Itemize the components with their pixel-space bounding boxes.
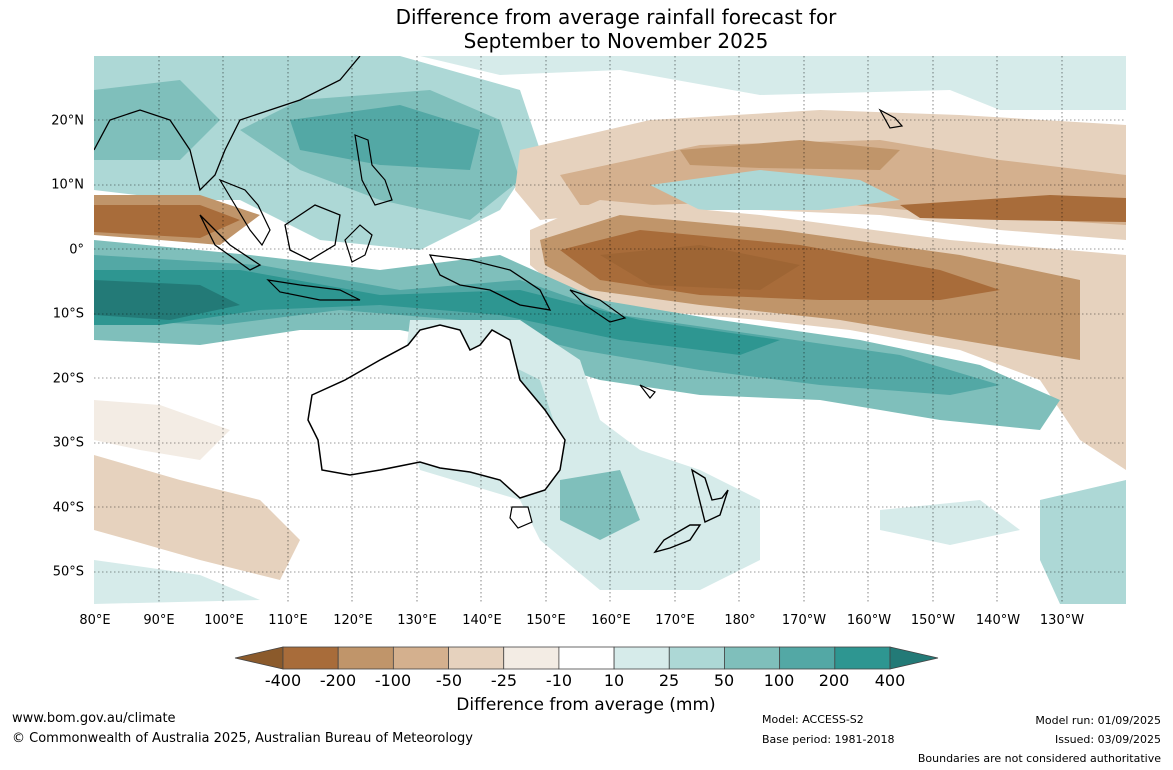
legend-swatch [503,646,560,670]
legend-tick-label: 200 [818,671,850,690]
lon-label: 110°E [268,613,308,628]
lon-label: 170°W [781,613,827,628]
legend-tick-label: -10 [545,671,573,690]
australia-outline [307,324,566,499]
lat-label: 0° [69,242,84,258]
legend-tick-label: 25 [658,671,680,690]
legend-swatch [779,646,836,670]
tasmania-outline [509,506,533,529]
legend-swatch [337,646,394,670]
legend-tick-label: 50 [713,671,735,690]
disclaimer-text: Boundaries are not considered authoritat… [917,752,1161,765]
lon-label: 130°W [1039,613,1085,628]
legend-tick-label: -25 [490,671,518,690]
lon-label: 180° [724,613,756,628]
graticule [94,56,1126,604]
legend-swatch [724,646,781,670]
legend-swatch [558,646,615,670]
legend-tick-label: 10 [603,671,625,690]
legend-swatch [448,646,505,670]
website-link[interactable]: www.bom.gov.au/climate [12,711,176,726]
lon-label: 150°W [910,613,956,628]
lon-label: 90°E [143,613,175,628]
issued-text: Issued: 03/09/2025 [1054,733,1161,746]
map-title-line1: Difference from average rainfall forecas… [395,5,837,29]
lon-label: 130°E [397,613,437,628]
legend-swatch [613,646,670,670]
new-zealand-outline [653,468,729,554]
legend-tick-label: -400 [264,671,302,690]
legend-tick-label: -200 [319,671,357,690]
copyright-text: © Commonwealth of Australia 2025, Austra… [12,731,473,746]
lon-label: 120°E [333,613,373,628]
model-run-text: Model run: 01/09/2025 [1035,714,1161,727]
lon-label: 170°E [655,613,695,628]
lat-label: 50°S [52,564,84,580]
model-text: Model: ACCESS-S2 [762,713,864,726]
lat-label: 10°N [51,177,84,193]
lon-label: 150°E [526,613,566,628]
legend-title: Difference from average (mm) [456,695,716,715]
legend-tick-label: 100 [763,671,795,690]
lat-label: 40°S [52,500,84,516]
legend-swatch [392,646,449,670]
lon-label: 80°E [79,613,111,628]
lon-label: 140°E [462,613,502,628]
legend-swatch [282,646,339,670]
lat-label: 20°N [51,113,84,129]
lat-label: 30°S [52,435,84,451]
lon-label: 140°W [975,613,1021,628]
legend-swatch [834,646,891,670]
legend-tick-label: 400 [874,671,906,690]
lat-label: 20°S [52,371,84,387]
legend-swatch [668,646,725,670]
lat-label: 10°S [52,306,84,322]
lon-label: 160°W [846,613,892,628]
lon-label: 100°E [204,613,244,628]
map-field [94,56,1126,604]
colorbar [234,646,939,670]
base-period-text: Base period: 1981-2018 [762,733,895,746]
map-title-line2: September to November 2025 [463,29,769,53]
legend-tick-label: -100 [374,671,412,690]
legend-tick-label: -50 [435,671,463,690]
lon-label: 160°E [591,613,631,628]
